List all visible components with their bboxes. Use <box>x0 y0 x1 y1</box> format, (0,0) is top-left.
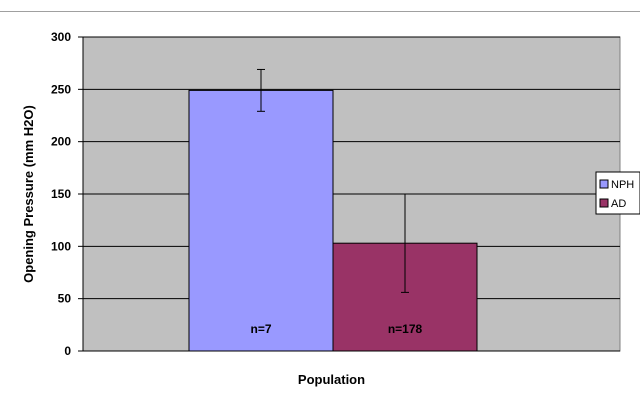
y-tick-label: 50 <box>58 292 72 306</box>
y-tick-label: 0 <box>64 344 71 358</box>
legend: NPH AD <box>595 171 640 215</box>
y-tick-label: 300 <box>51 30 71 44</box>
bar-labels: n=7 n=178 <box>250 322 422 336</box>
y-tick-label: 200 <box>51 135 71 149</box>
y-axis-title: Opening Pressure (mm H2O) <box>21 105 36 283</box>
y-tick-label: 250 <box>51 82 71 96</box>
y-tick-label: 150 <box>51 187 71 201</box>
top-divider <box>0 11 640 12</box>
bars <box>188 89 478 352</box>
bar-count-label: n=7 <box>250 322 271 336</box>
x-axis-title: Population <box>298 372 365 387</box>
legend-swatch-nph <box>599 179 609 189</box>
bar-nph <box>188 89 334 352</box>
legend-swatch-ad <box>599 198 609 208</box>
y-tick-label: 100 <box>51 239 71 253</box>
legend-label-ad: AD <box>611 198 626 210</box>
error-bars <box>257 68 409 293</box>
legend-label-nph: NPH <box>611 179 634 191</box>
bar-count-label: n=178 <box>388 322 423 336</box>
y-axis-ticks: 0 50 100 150 200 250 300 <box>51 30 83 358</box>
